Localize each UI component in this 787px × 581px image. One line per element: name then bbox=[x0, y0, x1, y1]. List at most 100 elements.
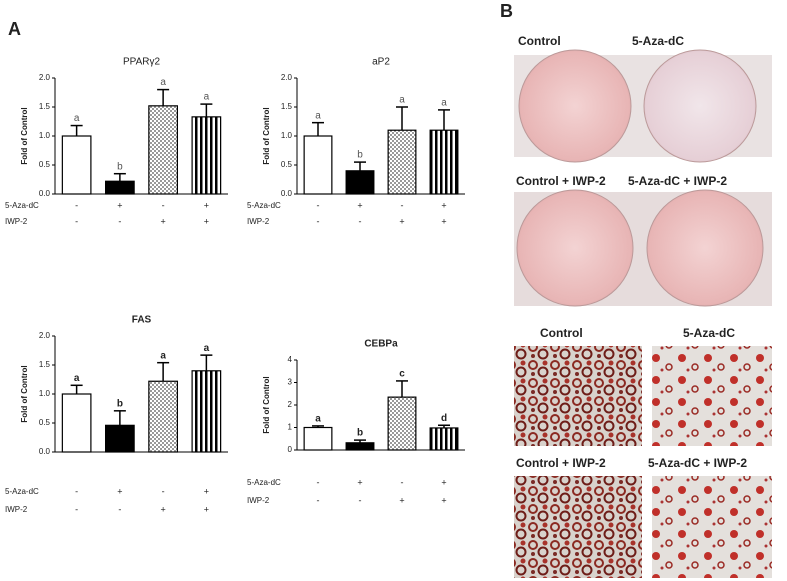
y-tick-label: 2.0 bbox=[281, 73, 293, 82]
treatment-sign: - bbox=[359, 216, 362, 226]
micrograph bbox=[652, 346, 772, 446]
treatment-name: IWP-2 bbox=[247, 496, 270, 505]
treatment-sign: + bbox=[160, 216, 165, 226]
y-tick-label: 1 bbox=[288, 423, 293, 432]
photo-label: Control bbox=[540, 326, 583, 340]
y-tick-label: 0.0 bbox=[39, 189, 51, 198]
treatment-sign: + bbox=[357, 477, 362, 487]
significance-letter: a bbox=[315, 414, 321, 425]
bar bbox=[303, 426, 333, 451]
significance-letter: a bbox=[399, 95, 405, 106]
micrograph bbox=[514, 476, 642, 578]
significance-letter: d bbox=[441, 413, 447, 424]
photos: Control 5-Aza-dC Control + IWP-2 5-Aza-d… bbox=[514, 34, 772, 578]
significance-letter: a bbox=[315, 110, 321, 121]
y-tick-label: 3 bbox=[288, 378, 293, 387]
chart-title: PPARγ2 bbox=[123, 57, 160, 68]
y-tick-label: 1.0 bbox=[281, 131, 293, 140]
treatment-name: IWP-2 bbox=[5, 505, 28, 514]
photo-label: 5-Aza-dC + IWP-2 bbox=[648, 456, 747, 470]
y-tick-label: 1.5 bbox=[39, 102, 51, 111]
treatment-sign: + bbox=[204, 200, 209, 210]
photo-label: Control + IWP-2 bbox=[516, 456, 606, 470]
treatment-sign: - bbox=[75, 504, 78, 514]
treatment-sign: - bbox=[317, 200, 320, 210]
treatment-sign: + bbox=[441, 477, 446, 487]
bar bbox=[345, 442, 375, 451]
treatment-sign: - bbox=[75, 216, 78, 226]
treatment-sign: - bbox=[162, 200, 165, 210]
bar bbox=[148, 105, 178, 195]
treatment-sign: - bbox=[359, 495, 362, 505]
chart-title: aP2 bbox=[372, 57, 390, 68]
treatment-sign: + bbox=[204, 486, 209, 496]
bar bbox=[387, 396, 417, 451]
y-tick-label: 0.5 bbox=[281, 160, 293, 169]
treatment-sign: + bbox=[117, 200, 122, 210]
treatment-name: IWP-2 bbox=[5, 217, 28, 226]
bar bbox=[429, 427, 459, 451]
bar bbox=[429, 129, 459, 195]
y-tick-label: 1.5 bbox=[281, 102, 293, 111]
photo-label: Control bbox=[518, 34, 561, 48]
y-tick-label: 4 bbox=[288, 355, 293, 364]
treatment-name: 5-Aza-dC bbox=[5, 487, 39, 496]
y-tick-label: 1.5 bbox=[39, 360, 51, 369]
significance-letter: a bbox=[204, 343, 210, 354]
panel-label: A bbox=[8, 19, 21, 39]
micrograph bbox=[514, 346, 642, 446]
treatment-sign: - bbox=[317, 495, 320, 505]
treatment-sign: + bbox=[441, 216, 446, 226]
treatment-name: 5-Aza-dC bbox=[5, 201, 39, 210]
photo-label: 5-Aza-dC bbox=[632, 34, 684, 48]
treatment-sign: - bbox=[118, 504, 121, 514]
treatment-name: 5-Aza-dC bbox=[247, 478, 281, 487]
significance-letter: b bbox=[117, 398, 123, 409]
treatment-sign: + bbox=[399, 216, 404, 226]
bar bbox=[345, 170, 375, 195]
photo-label: 5-Aza-dC + IWP-2 bbox=[628, 174, 727, 188]
bar bbox=[148, 380, 178, 453]
y-tick-label: 0.5 bbox=[39, 418, 51, 427]
treatment-sign: + bbox=[399, 495, 404, 505]
charts: PPARγ2 Fold of Control 0.0 0.5 1.0 1.5 2.0 a - - b… bbox=[5, 57, 465, 514]
photo-label: 5-Aza-dC bbox=[683, 326, 735, 340]
y-tick-label: 2.0 bbox=[39, 73, 51, 82]
y-tick-label: 2 bbox=[288, 400, 293, 409]
significance-letter: b bbox=[357, 428, 363, 439]
panel-label: B bbox=[500, 1, 513, 21]
bar bbox=[191, 370, 222, 453]
treatment-sign: + bbox=[204, 504, 209, 514]
treatment-name: IWP-2 bbox=[247, 217, 270, 226]
significance-letter: b bbox=[357, 150, 363, 161]
bar bbox=[191, 116, 222, 195]
significance-letter: b bbox=[117, 161, 123, 172]
significance-letter: a bbox=[204, 92, 210, 103]
chart-title: CEBPa bbox=[364, 339, 398, 350]
significance-letter: a bbox=[441, 98, 447, 109]
micrograph bbox=[652, 476, 772, 578]
treatment-sign: + bbox=[357, 200, 362, 210]
photo-label: Control + IWP-2 bbox=[516, 174, 606, 188]
bar bbox=[387, 129, 417, 195]
bar bbox=[61, 135, 92, 195]
significance-letter: a bbox=[74, 373, 80, 384]
treatment-sign: - bbox=[317, 477, 320, 487]
bar bbox=[303, 135, 333, 195]
dish bbox=[643, 49, 757, 163]
bar bbox=[61, 393, 92, 453]
y-axis-label: Fold of Control bbox=[20, 107, 29, 164]
chart-title: FAS bbox=[132, 315, 152, 326]
y-axis-label: Fold of Control bbox=[262, 376, 271, 433]
treatment-sign: + bbox=[160, 504, 165, 514]
y-axis-label: Fold of Control bbox=[20, 365, 29, 422]
dish bbox=[516, 189, 634, 307]
y-tick-label: 0 bbox=[288, 445, 293, 454]
significance-letter: a bbox=[160, 350, 166, 361]
treatment-sign: - bbox=[317, 216, 320, 226]
treatment-sign: - bbox=[75, 200, 78, 210]
bar bbox=[105, 180, 135, 195]
treatment-sign: - bbox=[162, 486, 165, 496]
treatment-sign: + bbox=[441, 495, 446, 505]
